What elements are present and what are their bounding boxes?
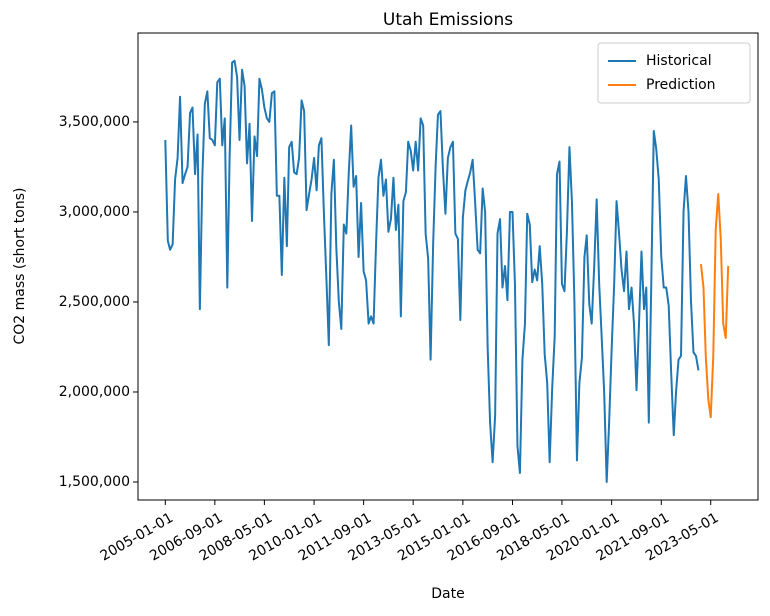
x-axis-label: Date [431, 586, 464, 602]
legend-box [597, 42, 751, 104]
legend-label: Historical [646, 53, 712, 69]
plot-frame [137, 32, 759, 501]
legend-label: Prediction [646, 77, 716, 93]
y-tick-label: 2,000,000 [59, 384, 130, 400]
y-tick-label: 3,000,000 [59, 204, 130, 220]
y-axis-label: CO2 mass (short tons) [12, 188, 28, 345]
series-line [164, 59, 700, 483]
series-line [699, 192, 730, 419]
chart-title: Utah Emissions [383, 10, 513, 30]
y-tick-label: 2,500,000 [59, 294, 130, 310]
y-tick-label: 3,500,000 [59, 114, 130, 130]
y-tick-label: 1,500,000 [59, 474, 130, 490]
